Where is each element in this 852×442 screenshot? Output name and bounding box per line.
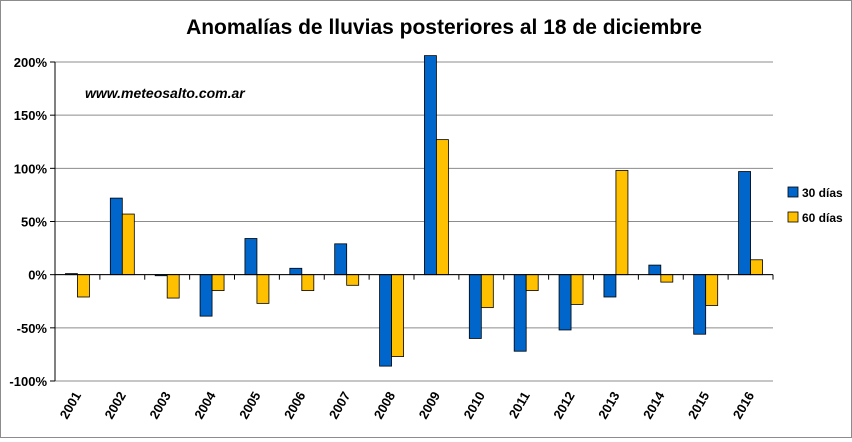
- bar-30-dias-2010: [468, 274, 482, 339]
- x-tick-label: 2009: [416, 389, 443, 422]
- bar-60-dias-2006: [301, 274, 315, 292]
- bar-30-dias-2007: [334, 243, 348, 276]
- legend-swatch: [787, 186, 799, 198]
- bar-60-dias-2016: [750, 259, 763, 276]
- x-tick-label: 2002: [101, 389, 128, 422]
- bar-60-dias-2012: [570, 274, 584, 305]
- bar-30-dias-2013: [603, 274, 617, 298]
- y-tick-label: 100%: [14, 161, 48, 176]
- x-tick-label: 2007: [326, 389, 353, 422]
- bar-30-dias-2009: [424, 55, 437, 276]
- bar-60-dias-2015: [705, 274, 719, 306]
- y-tick-label: -50%: [17, 321, 48, 336]
- bar-30-dias-2016: [738, 171, 751, 276]
- bar-60-dias-2010: [480, 274, 494, 309]
- gridlines: [55, 61, 773, 382]
- bar-60-dias-2013: [615, 170, 629, 276]
- bar-60-dias-2014: [660, 274, 674, 283]
- x-tick-label: 2006: [281, 389, 308, 422]
- bar-30-dias-2006: [289, 267, 303, 276]
- x-tick-label: 2008: [371, 389, 398, 422]
- bar-30-dias-2015: [693, 274, 707, 335]
- bar-30-dias-2014: [648, 264, 662, 276]
- y-tick-label: 150%: [14, 108, 48, 123]
- x-tick-label: 2005: [236, 389, 263, 422]
- bar-30-dias-2004: [199, 274, 213, 317]
- bar-60-dias-2005: [256, 274, 270, 304]
- bars: [65, 55, 763, 367]
- x-tick-label: 2015: [685, 389, 712, 422]
- bar-30-dias-2012: [558, 274, 572, 331]
- x-tick-label: 2001: [57, 389, 84, 422]
- y-tick-label: 200%: [14, 55, 48, 70]
- x-tick-labels: 2001 2002 2003 2004 2005 2006 2007 2008 2009 2010…: [57, 388, 758, 421]
- bar-60-dias-2011: [525, 274, 539, 292]
- y-tick-label: -100%: [9, 374, 47, 389]
- y-tick-label: 0%: [28, 268, 47, 283]
- bar-60-dias-2007: [346, 274, 360, 286]
- bar-60-dias-2002: [121, 213, 135, 276]
- x-tick-label: 2010: [460, 389, 487, 422]
- bar-60-dias-2008: [391, 274, 404, 357]
- y-tick-labels: 200% 150% 100% 50% 0% -50% -100%: [9, 55, 47, 389]
- bar-60-dias-2003: [166, 274, 180, 299]
- x-tick-label: 2014: [640, 388, 668, 421]
- chart-title: Anomalías de lluvias posteriores al 18 d…: [186, 16, 702, 39]
- legend-label: 30 días: [802, 186, 843, 200]
- legend: 30 días 60 días: [787, 186, 843, 225]
- bar-30-dias-2008: [379, 274, 392, 367]
- bar-30-dias-2005: [244, 238, 258, 276]
- bar-60-dias-2001: [77, 274, 90, 298]
- bar-30-dias-2011: [513, 274, 527, 352]
- legend-swatch: [787, 211, 799, 223]
- legend-label: 60 días: [802, 211, 843, 225]
- x-tick-label: 2003: [146, 389, 173, 422]
- x-tick-label: 2016: [730, 389, 757, 422]
- x-tick-label: 2012: [550, 389, 577, 422]
- x-tick-label: 2011: [506, 389, 533, 421]
- x-tick-label: 2013: [595, 389, 622, 422]
- x-tick-label: 2004: [191, 388, 219, 421]
- bar-60-dias-2009: [436, 139, 449, 276]
- watermark-text: www.meteosalto.com.ar: [85, 85, 246, 101]
- y-tick-label: 50%: [21, 215, 47, 230]
- bar-60-dias-2004: [211, 274, 225, 292]
- axes: [50, 61, 774, 382]
- bar-30-dias-2002: [109, 197, 123, 276]
